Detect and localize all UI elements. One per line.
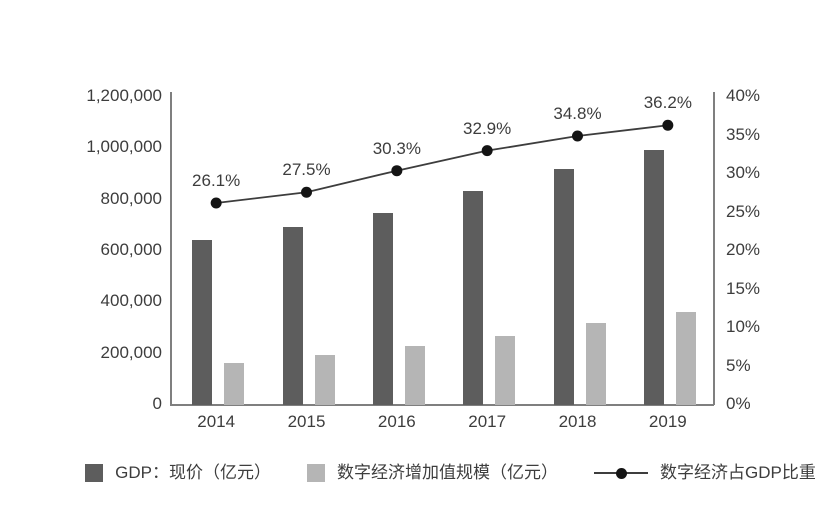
bar-digital-economy-2014: [224, 362, 245, 405]
bar-gdp-2018: [553, 168, 574, 405]
ratio-line-marker-2014: [210, 197, 222, 209]
ratio-line-swatch-icon: [594, 467, 648, 479]
ratio-line: [216, 124, 668, 204]
legend-label-gdp: GDP：现价（亿元）: [115, 463, 271, 482]
legend-label-ratio: 数字经济占GDP比重: [660, 463, 816, 482]
left-axis-tick-label: 400,000: [100, 291, 162, 311]
bar-gdp-2017: [463, 190, 484, 405]
bar-digital-economy-2018: [585, 323, 606, 405]
bar-digital-economy-2015: [314, 355, 335, 405]
left-axis-tick-label: 1,000,000: [86, 137, 162, 157]
gdp-bar-swatch-icon: [85, 464, 104, 482]
ratio-point-label-2018: 34.8%: [553, 104, 602, 124]
right-axis-tick-label: 35%: [726, 124, 761, 144]
left-axis-tick-label: 800,000: [100, 188, 162, 208]
bar-digital-economy-2016: [404, 346, 425, 405]
ratio-line-marker-2016: [391, 165, 403, 177]
left-axis-tick-label: 1,200,000: [86, 86, 162, 105]
left-axis-tick-label: 0: [152, 394, 162, 413]
x-axis-label-2017: 2017: [468, 412, 507, 431]
ratio-line-marker-2019: [662, 119, 674, 131]
ratio-line-marker-2015: [301, 186, 312, 198]
ratio-point-label-2015: 27.5%: [282, 160, 331, 180]
legend-item-digital-economy: 数字经济增加值规模（亿元）: [307, 462, 558, 484]
bar-gdp-2014: [192, 239, 213, 405]
bar-gdp-2016: [372, 212, 393, 405]
right-axis-tick-label: 15%: [726, 278, 761, 298]
ratio-point-label-2017: 32.9%: [463, 118, 512, 138]
right-axis-tick-label: 10%: [726, 317, 761, 336]
bar-gdp-2015: [282, 226, 303, 405]
x-axis-label-2015: 2015: [287, 412, 326, 431]
ratio-line-marker-2018: [572, 130, 583, 142]
right-axis-tick-label: 20%: [726, 240, 761, 259]
legend-item-gdp: GDP：现价（亿元）: [85, 462, 271, 484]
right-axis-tick-label: 30%: [726, 163, 761, 182]
digital-economy-bar-swatch-icon: [307, 464, 325, 482]
bar-digital-economy-2019: [675, 312, 696, 405]
x-axis-label-2014: 2014: [197, 412, 236, 431]
left-axis-tick-label: 600,000: [100, 240, 162, 259]
left-axis-tick-label: 200,000: [100, 342, 162, 362]
ratio-point-label-2014: 26.1%: [192, 171, 241, 191]
legend: GDP：现价（亿元） 数字经济增加值规模（亿元） 数字经济占GDP比重: [0, 459, 831, 487]
legend-item-ratio: 数字经济占GDP比重: [594, 462, 816, 484]
ratio-line-marker-2017: [481, 145, 493, 157]
bottom-axis-line: [170, 404, 714, 406]
x-axis-label-2016: 2016: [377, 412, 416, 431]
x-axis-label-2018: 2018: [558, 412, 597, 431]
right-axis-tick-label: 25%: [726, 201, 761, 221]
right-axis-tick-label: 5%: [726, 355, 751, 375]
bar-digital-economy-2017: [495, 335, 516, 405]
ratio-point-label-2016: 30.3%: [372, 138, 421, 158]
left-axis-line: [170, 92, 172, 405]
bar-gdp-2019: [643, 149, 664, 405]
legend-label-digital-economy: 数字经济增加值规模（亿元）: [337, 463, 558, 482]
ratio-point-label-2019: 36.2%: [643, 93, 692, 113]
x-axis-label-2019: 2019: [648, 412, 687, 431]
right-axis-line: [713, 92, 715, 405]
right-axis-tick-label: 40%: [726, 86, 761, 105]
right-axis-tick-label: 0%: [726, 394, 751, 413]
